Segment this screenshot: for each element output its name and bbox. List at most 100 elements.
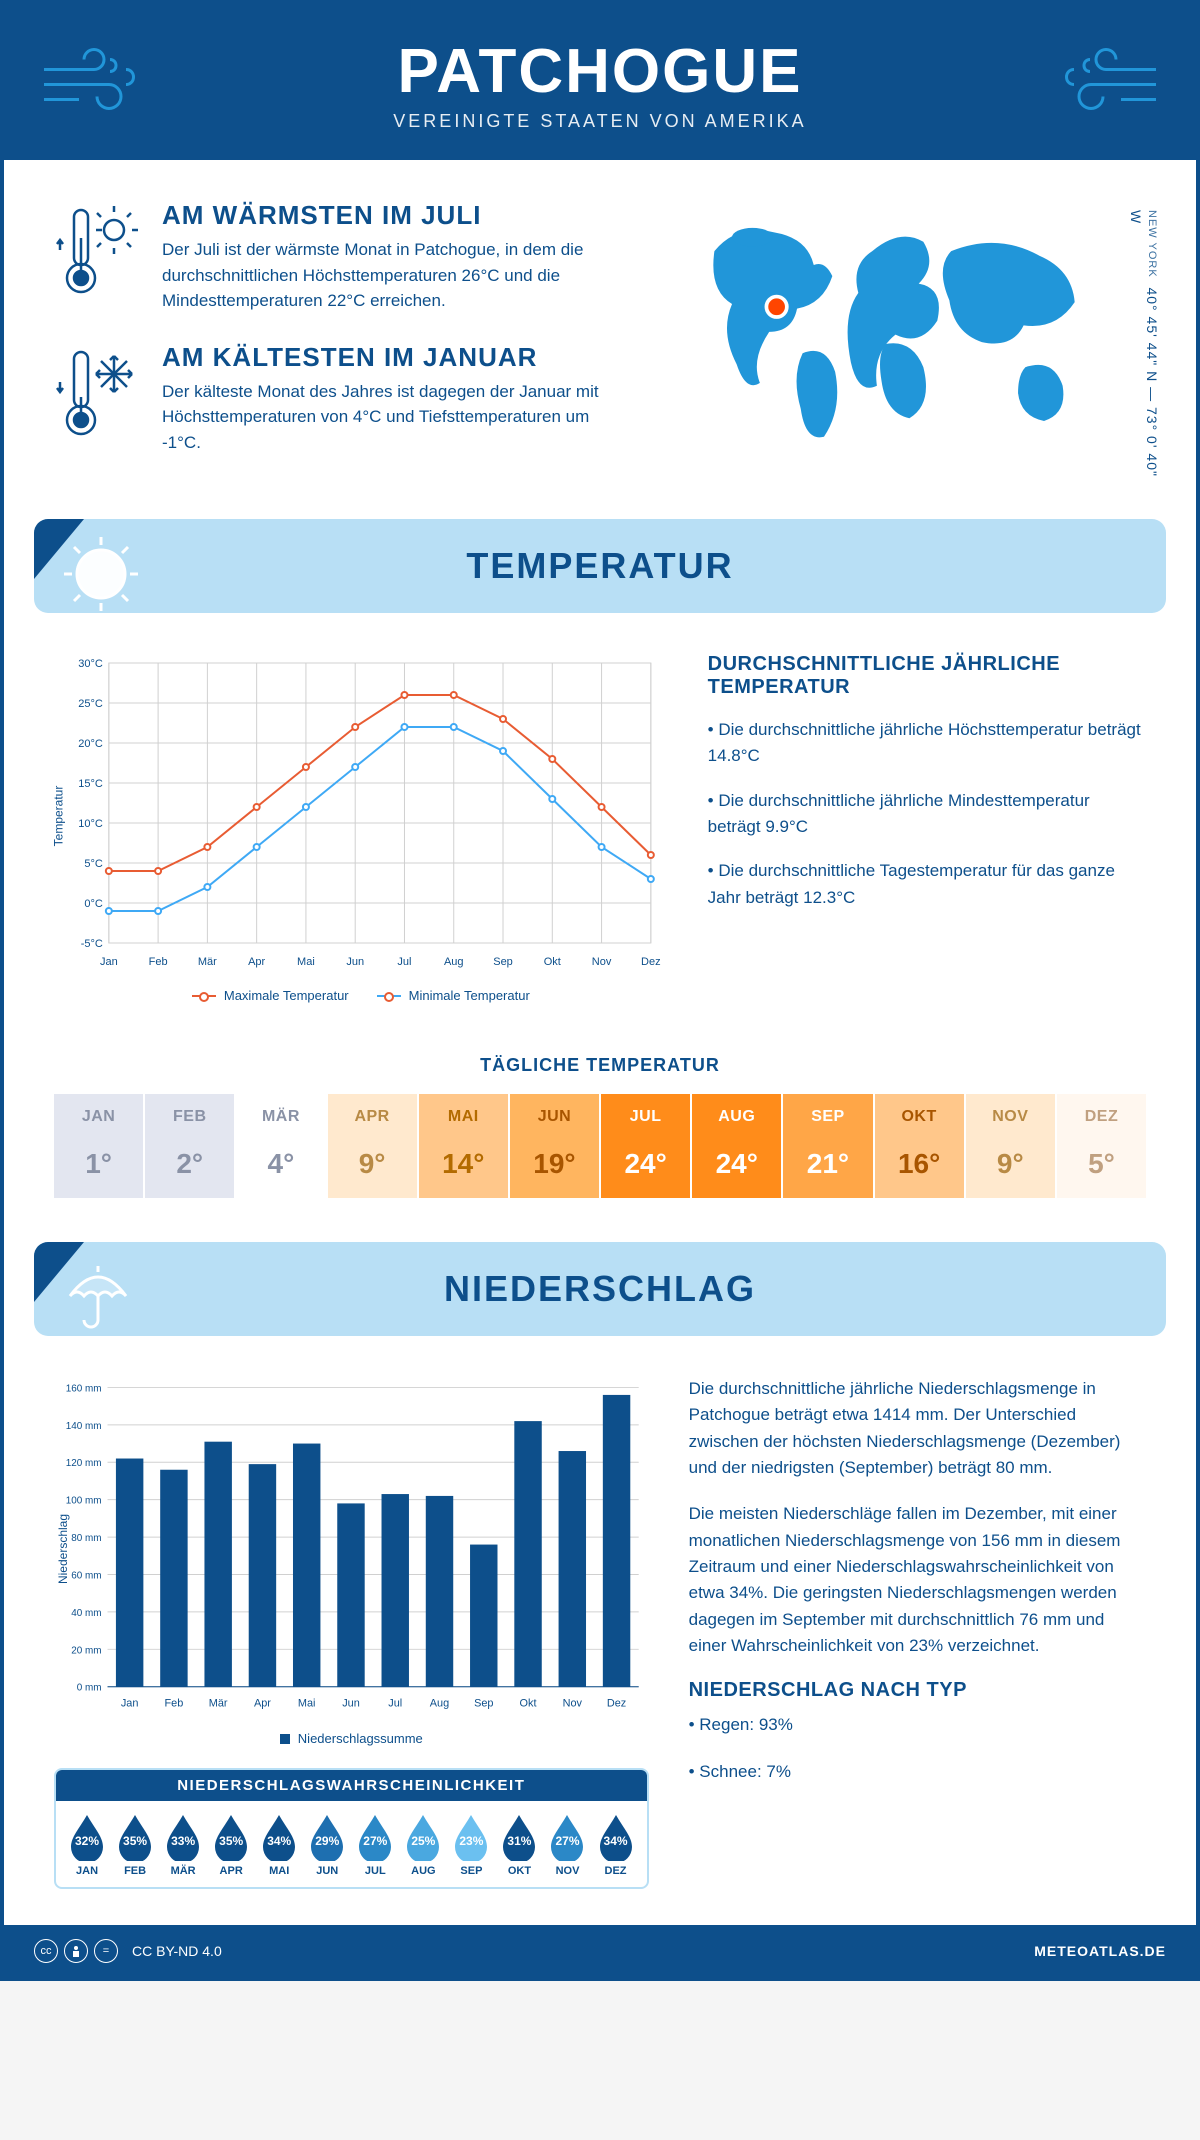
legend-label: Niederschlagssumme (298, 1731, 423, 1746)
svg-text:Okt: Okt (520, 1698, 537, 1710)
map-panel: NEW YORK 40° 45' 44" N — 73° 0' 40" W (645, 200, 1146, 483)
probability-cell: 35% APR (208, 1813, 254, 1877)
sun-icon (58, 531, 144, 613)
svg-text:Sep: Sep (493, 956, 513, 968)
svg-text:Mai: Mai (298, 1698, 316, 1710)
fact-coldest: AM KÄLTESTEN IM JANUAR Der kälteste Mona… (54, 342, 605, 456)
precip-paragraph: Die meisten Niederschläge fallen im Deze… (689, 1501, 1146, 1659)
probability-cell: 29% JUN (304, 1813, 350, 1877)
raindrop-icon: 27% (547, 1813, 587, 1861)
page-title: PATCHOGUE (44, 36, 1156, 107)
raindrop-icon: 33% (163, 1813, 203, 1861)
fact-title: AM KÄLTESTEN IM JANUAR (162, 342, 605, 373)
svg-text:25°C: 25°C (78, 698, 103, 710)
temp-value: 24° (692, 1148, 781, 1180)
precipitation-text: Die durchschnittliche jährliche Niedersc… (689, 1376, 1146, 1889)
svg-text:-5°C: -5°C (81, 938, 103, 950)
svg-text:80 mm: 80 mm (71, 1533, 101, 1544)
nd-icon: = (94, 1939, 118, 1963)
temp-value: 2° (145, 1148, 234, 1180)
svg-text:5°C: 5°C (84, 858, 103, 870)
svg-text:Jan: Jan (100, 956, 118, 968)
month-label: AUG (400, 1865, 446, 1877)
section-title: TEMPERATUR (34, 545, 1166, 587)
month-label: OKT (496, 1865, 542, 1877)
coordinates: NEW YORK 40° 45' 44" N — 73° 0' 40" W (1128, 210, 1160, 483)
probability-value: 27% (363, 1834, 387, 1848)
raindrop-icon: 35% (211, 1813, 251, 1861)
svg-text:15°C: 15°C (78, 778, 103, 790)
svg-text:Dez: Dez (607, 1698, 626, 1710)
temp-value: 9° (328, 1148, 417, 1180)
raindrop-icon: 31% (499, 1813, 539, 1861)
svg-text:Feb: Feb (165, 1698, 184, 1710)
raindrop-icon: 25% (403, 1813, 443, 1861)
raindrop-icon: 23% (451, 1813, 491, 1861)
svg-text:Jul: Jul (397, 956, 411, 968)
legend-label: Maximale Temperatur (224, 988, 349, 1003)
month-label: DEZ (1057, 1108, 1146, 1126)
temp-value: 21° (783, 1148, 872, 1180)
month-label: MAI (256, 1865, 302, 1877)
section-title: NIEDERSCHLAG (34, 1268, 1166, 1310)
world-map-icon (645, 200, 1146, 460)
svg-text:30°C: 30°C (78, 658, 103, 670)
daily-temp-cell: MAI 14° (419, 1094, 510, 1198)
daily-temp-cell: DEZ 5° (1057, 1094, 1146, 1198)
probability-value: 34% (267, 1834, 291, 1848)
y-axis-label: Temperatur (51, 785, 65, 846)
daily-temp-table: JAN 1° FEB 2° MÄR 4° APR 9° MAI 14° JUN … (54, 1094, 1146, 1198)
stats-title: DURCHSCHNITTLICHE JÄHRLICHE TEMPERATUR (708, 653, 1146, 699)
svg-text:Mär: Mär (198, 956, 217, 968)
svg-text:20°C: 20°C (78, 738, 103, 750)
month-label: JUL (352, 1865, 398, 1877)
raindrop-icon: 32% (67, 1813, 107, 1861)
daily-temp-cell: JUL 24° (601, 1094, 692, 1198)
svg-text:160 mm: 160 mm (66, 1383, 102, 1394)
month-label: AUG (692, 1108, 781, 1126)
svg-text:Okt: Okt (544, 956, 561, 968)
umbrella-icon (58, 1254, 138, 1336)
probability-cell: 27% JUL (352, 1813, 398, 1877)
daily-temp-cell: JAN 1° (54, 1094, 145, 1198)
svg-text:120 mm: 120 mm (66, 1458, 102, 1469)
daily-temp-cell: FEB 2° (145, 1094, 236, 1198)
svg-text:Mär: Mär (209, 1698, 228, 1710)
precipitation-chart: Niederschlag 0 mm20 mm40 mm60 mm80 mm100… (54, 1376, 649, 1721)
license-text: CC BY-ND 4.0 (132, 1943, 222, 1959)
svg-text:0 mm: 0 mm (77, 1683, 102, 1694)
section-banner-precipitation: NIEDERSCHLAG (34, 1242, 1166, 1336)
probability-value: 35% (219, 1834, 243, 1848)
intro-section: AM WÄRMSTEN IM JULI Der Juli ist der wär… (4, 160, 1196, 519)
svg-text:Dez: Dez (641, 956, 661, 968)
probability-cell: 33% MÄR (160, 1813, 206, 1877)
probability-cell: 25% AUG (400, 1813, 446, 1877)
month-label: SEP (783, 1108, 872, 1126)
svg-text:0°C: 0°C (84, 898, 103, 910)
stat-bullet: • Die durchschnittliche jährliche Höchst… (708, 717, 1146, 770)
temp-value: 19° (510, 1148, 599, 1180)
precip-type: • Schnee: 7% (689, 1759, 1146, 1785)
svg-text:Nov: Nov (563, 1698, 583, 1710)
page-subtitle: VEREINIGTE STAATEN VON AMERIKA (44, 111, 1156, 132)
daily-temp-cell: AUG 24° (692, 1094, 783, 1198)
probability-value: 35% (123, 1834, 147, 1848)
cc-icon: cc (34, 1939, 58, 1963)
svg-text:Jan: Jan (121, 1698, 139, 1710)
raindrop-icon: 34% (596, 1813, 636, 1861)
svg-text:60 mm: 60 mm (71, 1570, 101, 1581)
license: cc = CC BY-ND 4.0 (34, 1939, 222, 1963)
raindrop-icon: 27% (355, 1813, 395, 1861)
month-label: NOV (966, 1108, 1055, 1126)
probability-value: 33% (171, 1834, 195, 1848)
precipitation-probability: NIEDERSCHLAGSWAHRSCHEINLICHKEIT 32% JAN … (54, 1768, 649, 1889)
month-label: JAN (54, 1108, 143, 1126)
probability-cell: 35% FEB (112, 1813, 158, 1877)
site-name: METEOATLAS.DE (1034, 1943, 1166, 1959)
chart-legend: Niederschlagssumme (54, 1731, 649, 1746)
svg-text:Aug: Aug (430, 1698, 449, 1710)
svg-text:40 mm: 40 mm (71, 1608, 101, 1619)
probability-value: 25% (411, 1834, 435, 1848)
by-icon (64, 1939, 88, 1963)
month-label: FEB (112, 1865, 158, 1877)
